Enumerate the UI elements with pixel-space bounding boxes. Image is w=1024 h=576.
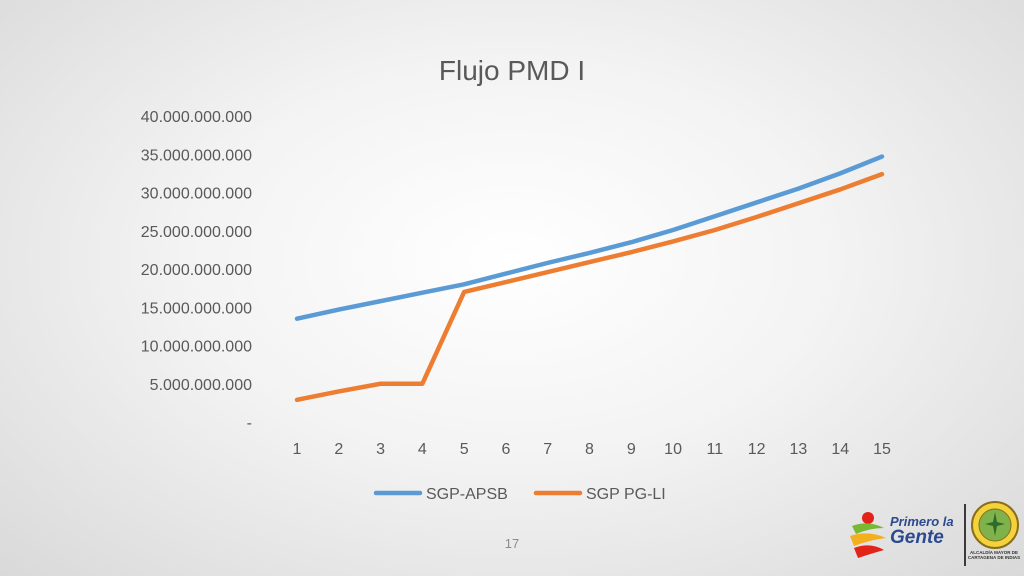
x-tick-label: 10 [664, 441, 682, 458]
x-tick-label: 4 [418, 441, 427, 458]
x-tick-label: 5 [460, 441, 469, 458]
y-tick-label: 35.000.000.000 [141, 147, 252, 164]
x-tick-label: 14 [831, 441, 849, 458]
x-axis: 1 2 3 4 5 6 7 8 9 10 11 12 13 14 15 [293, 441, 891, 458]
x-tick-label: 3 [376, 441, 385, 458]
logo-area: Primero la Gente ALCALDÍA MAYOR DE CARTA… [846, 500, 1024, 576]
x-tick-label: 13 [790, 441, 808, 458]
legend-label: SGP-APSB [426, 486, 508, 503]
x-tick-label: 1 [293, 441, 302, 458]
y-tick-label: 15.000.000.000 [141, 300, 252, 317]
y-tick-label: 25.000.000.000 [141, 224, 252, 241]
seal-caption: ALCALDÍA MAYOR DE CARTAGENA DE INDIAS [967, 550, 1021, 560]
legend: SGP-APSB SGP PG-LI [373, 486, 666, 503]
y-axis: - 5.000.000.000 10.000.000.000 15.000.000.0… [141, 109, 252, 432]
y-tick-label: 10.000.000.000 [141, 339, 252, 356]
y-tick-label: 30.000.000.000 [141, 186, 252, 203]
chart-title: Flujo PMD I [439, 55, 585, 86]
series-line-sgp-apsb [294, 154, 885, 321]
x-tick-label: 7 [543, 441, 552, 458]
y-tick-label: - [247, 415, 252, 432]
x-tick-label: 6 [501, 441, 510, 458]
y-tick-label: 5.000.000.000 [150, 377, 252, 394]
x-tick-label: 15 [873, 441, 891, 458]
x-tick-label: 12 [748, 441, 766, 458]
logo-text-line1: Primero la [890, 514, 954, 529]
y-tick-label: 40.000.000.000 [141, 109, 252, 126]
series-lines [294, 154, 885, 403]
page-number: 17 [504, 536, 520, 551]
x-tick-label: 2 [334, 441, 343, 458]
primero-la-gente-logo-icon [850, 512, 886, 558]
series-line-sgp-pg-li [294, 171, 885, 403]
alcaldia-seal-icon [971, 501, 1019, 549]
x-tick-label: 11 [707, 441, 724, 458]
y-tick-label: 20.000.000.000 [141, 262, 252, 279]
x-tick-label: 8 [585, 441, 594, 458]
x-tick-label: 9 [627, 441, 636, 458]
logo-divider [964, 504, 966, 566]
legend-label: SGP PG-LI [586, 486, 666, 503]
logo-text-line2: Gente [890, 527, 944, 548]
line-chart: Flujo PMD I - 5.000.000.000 10.000.000.000… [141, 55, 891, 503]
